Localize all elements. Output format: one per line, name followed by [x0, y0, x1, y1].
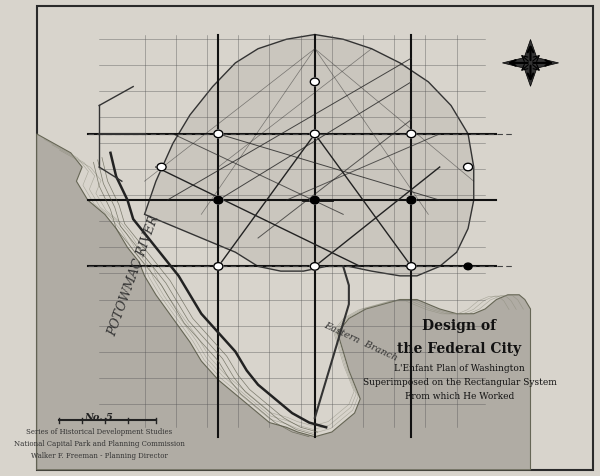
Polygon shape: [37, 134, 530, 470]
Circle shape: [214, 197, 223, 204]
Circle shape: [407, 130, 416, 138]
Circle shape: [310, 197, 319, 204]
Text: No. 5: No. 5: [85, 413, 113, 422]
Circle shape: [214, 263, 223, 270]
Text: Walker F. Freeman - Planning Director: Walker F. Freeman - Planning Director: [31, 452, 167, 460]
Text: From which He Worked: From which He Worked: [405, 392, 514, 401]
Text: POTOWMAC RIVER: POTOWMAC RIVER: [106, 214, 161, 338]
Text: Eastern  Branch: Eastern Branch: [322, 321, 398, 363]
Circle shape: [464, 163, 473, 171]
Polygon shape: [145, 35, 474, 276]
Text: L'Enfant Plan of Washington: L'Enfant Plan of Washington: [394, 364, 525, 373]
Text: Superimposed on the Rectangular System: Superimposed on the Rectangular System: [362, 378, 556, 387]
Text: Design of: Design of: [422, 318, 497, 333]
Text: National Capital Park and Planning Commission: National Capital Park and Planning Commi…: [14, 440, 185, 448]
Circle shape: [311, 197, 319, 203]
Circle shape: [310, 78, 319, 86]
Circle shape: [157, 163, 166, 171]
FancyBboxPatch shape: [37, 6, 593, 470]
Circle shape: [407, 197, 415, 203]
Circle shape: [310, 130, 319, 138]
Polygon shape: [502, 40, 559, 86]
Text: the Federal City: the Federal City: [397, 342, 521, 356]
Circle shape: [214, 197, 223, 203]
Circle shape: [214, 130, 223, 138]
Circle shape: [310, 263, 319, 270]
Text: Series of Historical Development Studies: Series of Historical Development Studies: [26, 428, 172, 436]
Circle shape: [407, 263, 416, 270]
Circle shape: [407, 197, 416, 204]
Circle shape: [464, 263, 472, 270]
